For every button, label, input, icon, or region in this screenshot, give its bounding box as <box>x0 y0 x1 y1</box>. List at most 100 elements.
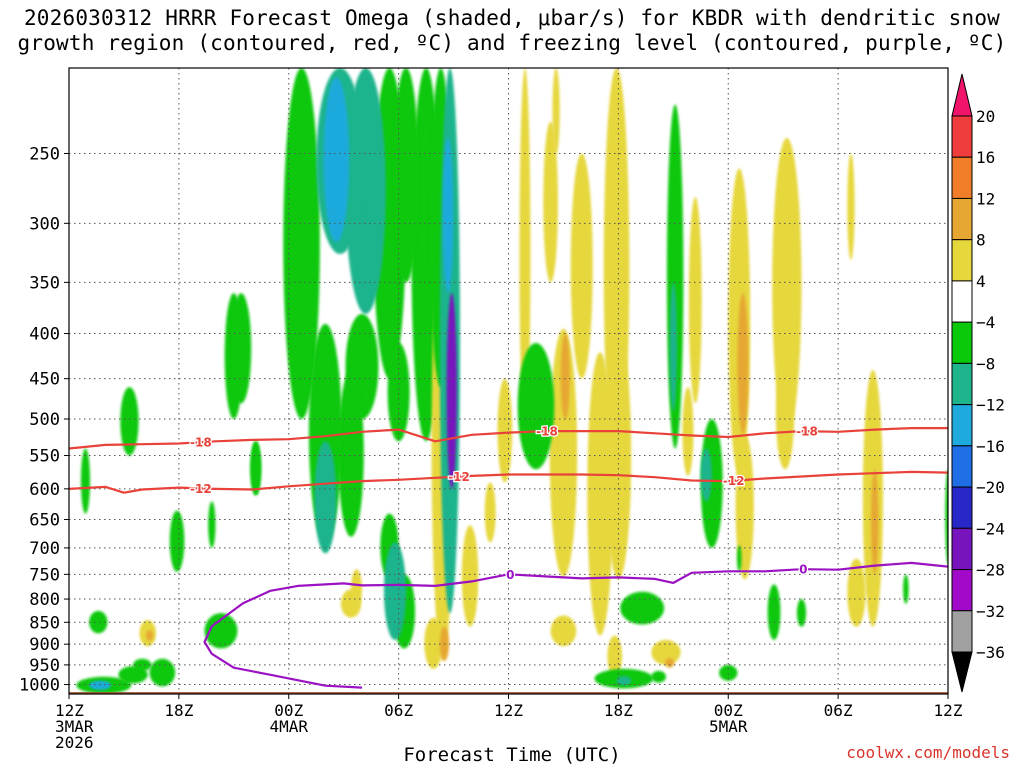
colorbar-label-2: 12 <box>976 189 995 208</box>
colorbar-label-10: −24 <box>976 519 1005 538</box>
colorbar-label-4: 4 <box>976 272 986 291</box>
omega-cell-70 <box>737 293 749 435</box>
omega-cell-26 <box>351 569 362 609</box>
omega-cell-54 <box>903 574 909 604</box>
omega-cell-71 <box>871 469 879 575</box>
omega-cell-44 <box>89 610 108 634</box>
omega-cell-81 <box>89 680 112 690</box>
omega-cell-24 <box>484 482 496 543</box>
x-tick-label-5-0: 18Z <box>604 701 633 720</box>
contour-label-2-1: 0 <box>799 563 807 577</box>
omega-cell-19 <box>775 361 795 470</box>
y-tick-label-900: 900 <box>29 635 60 655</box>
omega-cell-80 <box>442 137 454 294</box>
omega-cell-52 <box>767 584 781 640</box>
y-tick-label-800: 800 <box>29 590 60 610</box>
colorbar-label-3: 8 <box>976 231 986 250</box>
x-tick-label-4-0: 12Z <box>494 701 523 720</box>
omega-cell-5 <box>519 68 531 442</box>
omega-cell-39 <box>169 510 185 572</box>
omega-cell-77 <box>314 441 337 554</box>
omega-cell-8 <box>549 328 578 577</box>
omega-cell-37 <box>80 448 91 514</box>
colorbar-bin-1 <box>951 156 973 199</box>
omega-cell-14 <box>651 639 681 665</box>
colorbar-bin-12 <box>951 610 973 653</box>
omega-cell-82 <box>323 77 350 243</box>
grid-lines <box>69 68 948 694</box>
omega-cell-31 <box>393 68 419 283</box>
omega-cell-4 <box>424 617 443 669</box>
omega-cell-10 <box>570 153 593 379</box>
omega-cell-83 <box>446 293 457 489</box>
y-tick-label-450: 450 <box>29 370 60 390</box>
omega-cell-60 <box>338 370 364 537</box>
x-tick-label-6-0: 00Z <box>714 701 743 720</box>
colorbar-bin-6 <box>951 362 973 406</box>
omega-cell-48 <box>517 342 555 470</box>
omega-cell-15 <box>688 196 702 404</box>
omega-cell-68 <box>560 333 570 420</box>
omega-cell-47 <box>133 658 152 671</box>
y-tick-label-700: 700 <box>29 539 60 559</box>
omega-cell-17 <box>735 434 754 580</box>
colorbar-label-1: 16 <box>976 148 995 167</box>
y-tick-label-250: 250 <box>29 144 60 164</box>
x-tick-label-2-0: 00Z <box>274 701 303 720</box>
omega-cell-0 <box>237 61 245 65</box>
omega-cell-59 <box>719 664 738 681</box>
chart-title: 2026030312 HRRR Forecast Omega (shaded, … <box>0 6 1024 56</box>
colorbar-bin-3 <box>951 239 973 282</box>
omega-cell-51 <box>737 545 742 572</box>
omega-cell-18 <box>772 137 802 435</box>
omega-cell-58 <box>651 670 666 683</box>
x-tick-label-3-0: 06Z <box>384 701 413 720</box>
colorbar-label-5: −4 <box>976 313 995 332</box>
colorbar-bin-11 <box>951 569 973 612</box>
y-tick-label-750: 750 <box>29 565 60 585</box>
omega-cell-40 <box>208 501 216 548</box>
omega-cell-42 <box>250 441 262 496</box>
contour-0 <box>69 427 948 450</box>
colorbar-label-13: −36 <box>976 643 1005 662</box>
colorbar: 20 16 12 8 4 −4 −8 −12 −16 −20 −24 −28 −32 −36 <box>951 73 1005 693</box>
y-tick-label-650: 650 <box>29 511 60 531</box>
y-tick-label-350: 350 <box>29 273 60 293</box>
omega-cell-13 <box>607 635 623 677</box>
title-line-2: growth region (contoured, red, ºC) and f… <box>17 31 1007 55</box>
colorbar-bin-4 <box>951 280 973 323</box>
x-tick-label-0-1: 3MAR <box>55 717 94 736</box>
y-tick-label-1000: 1000 <box>19 676 60 696</box>
omega-cell-23 <box>461 525 479 627</box>
x-axis-label: Forecast Time (UTC) <box>403 744 621 766</box>
omega-cell-79 <box>700 448 712 502</box>
contour-label-0-1: -18 <box>536 425 558 439</box>
contour-label-1-1: -12 <box>448 470 470 484</box>
y-tick-label-300: 300 <box>29 214 60 234</box>
omega-cell-6 <box>552 68 560 154</box>
colorbar-bin-5 <box>951 321 973 364</box>
omega-cell-28 <box>497 378 513 483</box>
contour-label-0-2: -18 <box>796 425 818 439</box>
y-axis: 2503003504004505005506006507007508008509… <box>19 144 69 696</box>
colorbar-top-arrow <box>951 73 973 117</box>
colorbar-bin-7 <box>951 404 973 447</box>
y-tick-label-400: 400 <box>29 325 60 345</box>
y-tick-label-500: 500 <box>29 410 60 430</box>
omega-cell-7 <box>543 121 558 283</box>
y-tick-label-600: 600 <box>29 480 60 500</box>
contour-label-2-0: 0 <box>506 568 514 582</box>
contour-lines: -18 -18 -18 -12 -12 -12 0 0 <box>69 423 948 689</box>
x-tick-label-0-0: 12Z <box>55 701 84 720</box>
omega-cell-53 <box>796 599 807 627</box>
colorbar-bin-8 <box>951 445 973 488</box>
contour-2 <box>203 561 948 689</box>
contour-label-1-2: -12 <box>723 474 745 488</box>
colorbar-bin-2 <box>951 197 973 241</box>
omega-cell-56 <box>387 342 410 442</box>
colorbar-label-8: −16 <box>976 437 1005 456</box>
omega-cell-41 <box>231 293 252 404</box>
omega-cell-69 <box>665 657 675 668</box>
colorbar-bottom-arrow <box>951 651 973 693</box>
